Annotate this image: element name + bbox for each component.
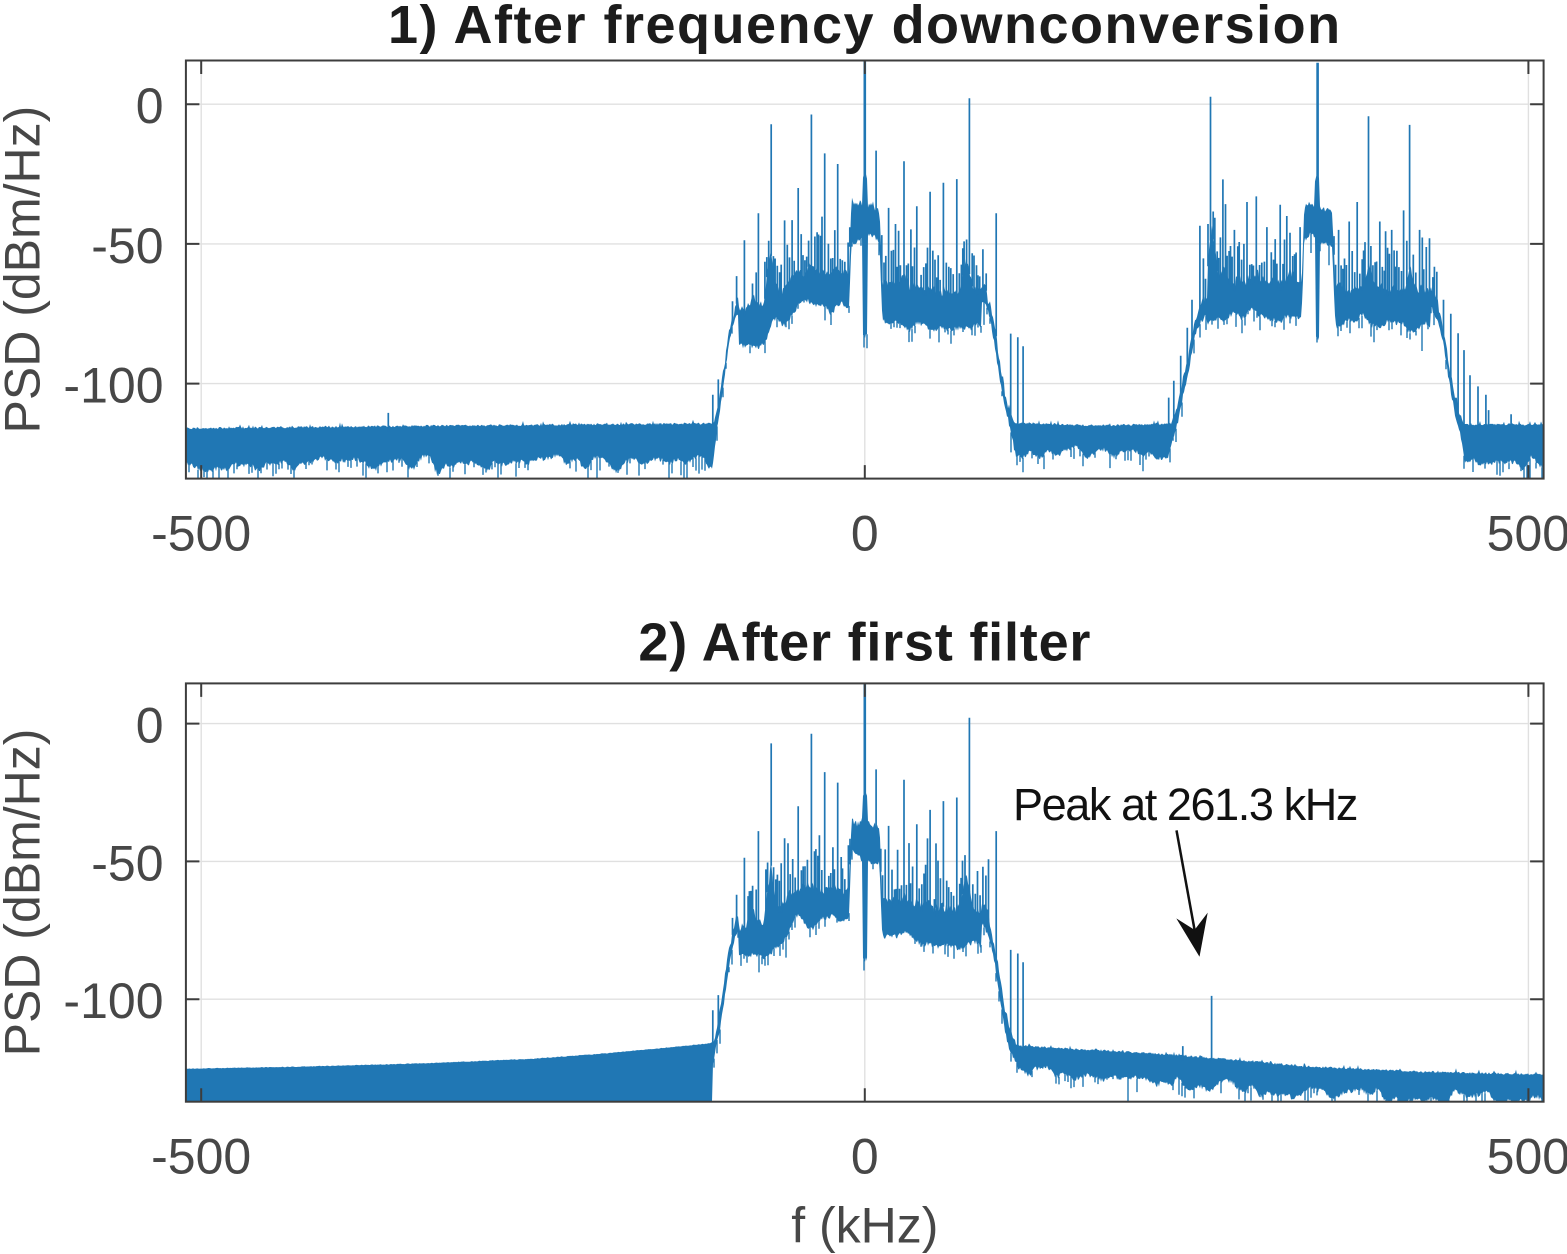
svg-text:500: 500 bbox=[1487, 506, 1567, 562]
svg-text:-100: -100 bbox=[63, 973, 163, 1029]
svg-text:2) After first filter: 2) After first filter bbox=[638, 613, 1091, 673]
svg-text:Peak at 261.3 kHz: Peak at 261.3 kHz bbox=[1013, 779, 1357, 830]
svg-text:0: 0 bbox=[851, 506, 879, 562]
svg-text:-100: -100 bbox=[63, 358, 163, 414]
svg-text:PSD (dBm/Hz): PSD (dBm/Hz) bbox=[0, 106, 51, 434]
svg-text:-50: -50 bbox=[91, 835, 163, 891]
svg-text:0: 0 bbox=[136, 78, 164, 134]
svg-text:PSD (dBm/Hz): PSD (dBm/Hz) bbox=[0, 729, 51, 1057]
svg-text:-50: -50 bbox=[91, 218, 163, 274]
svg-text:500: 500 bbox=[1487, 1129, 1567, 1185]
svg-text:1) After frequency downconvers: 1) After frequency downconversion bbox=[388, 0, 1342, 55]
svg-text:-500: -500 bbox=[151, 1129, 251, 1185]
svg-text:f (kHz): f (kHz) bbox=[791, 1198, 938, 1254]
svg-text:-500: -500 bbox=[151, 506, 251, 562]
svg-text:0: 0 bbox=[136, 698, 164, 754]
svg-text:0: 0 bbox=[851, 1129, 879, 1185]
